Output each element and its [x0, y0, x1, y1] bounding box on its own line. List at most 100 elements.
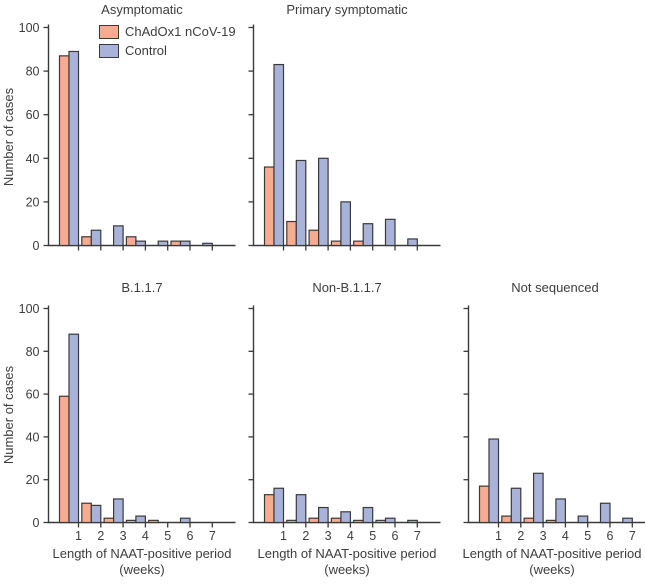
bar-b-1-1-7-week3-chadox1	[103, 517, 115, 524]
legend-swatch-chadox1	[99, 24, 119, 39]
bar-primary-symptomatic-week2-chadox1	[286, 220, 297, 247]
bar-non-b-1-1-7-week2-control	[295, 494, 307, 524]
y-tick-label: 0	[33, 239, 40, 253]
chart-title-not-sequenced: Not sequenced	[511, 280, 599, 295]
bar-b-1-1-7-week2-chadox1	[81, 502, 92, 524]
legend-label-chadox1: ChAdOx1 nCoV-19	[125, 24, 236, 39]
bar-primary-symptomatic-week5-chadox1	[353, 240, 364, 247]
x-tick-label: 5	[584, 529, 591, 543]
bar-not-sequenced-week1-control	[488, 438, 500, 524]
legend-swatch-control	[99, 43, 119, 58]
bar-non-b-1-1-7-week5-control	[362, 506, 374, 524]
x-axis-caption-line1: Length of NAAT-positive period	[52, 546, 232, 561]
x-tick-label: 6	[392, 529, 399, 543]
bar-primary-symptomatic-week5-control	[362, 223, 374, 247]
bar-asymptomatic-week4-chadox1	[125, 236, 137, 247]
bar-non-b-1-1-7-week4-chadox1	[330, 517, 342, 524]
bar-non-b-1-1-7-week2-chadox1	[286, 519, 297, 524]
bar-non-b-1-1-7-week7-control	[407, 519, 418, 524]
bar-non-b-1-1-7-week5-chadox1	[353, 519, 364, 524]
bar-primary-symptomatic-week2-control	[295, 159, 307, 247]
x-axis-caption-non-b117: Length of NAAT-positive period (weeks)	[247, 546, 447, 578]
legend-entry-chadox1: ChAdOx1 nCoV-19	[99, 24, 236, 39]
bar-asymptomatic-week5-control	[157, 240, 169, 247]
x-tick-label: 2	[302, 529, 309, 543]
bar-not-sequenced-week4-chadox1	[545, 519, 557, 524]
legend-label-control: Control	[125, 43, 167, 58]
bar-primary-symptomatic-week1-control	[273, 63, 285, 247]
x-tick-label: 5	[369, 529, 376, 543]
bar-not-sequenced-week1-chadox1	[478, 485, 490, 524]
x-tick-label: 4	[347, 529, 354, 543]
x-tick-label: 3	[325, 529, 332, 543]
bar-asymptomatic-week3-control	[112, 225, 124, 247]
bar-non-b-1-1-7-week1-control	[273, 487, 285, 524]
chart-title-asymptomatic: Asymptomatic	[101, 2, 183, 17]
bar-not-sequenced-week3-chadox1	[523, 517, 535, 524]
bar-b-1-1-7-week1-chadox1	[58, 395, 70, 524]
x-tick-label: 6	[187, 529, 194, 543]
bar-asymptomatic-week7-control	[202, 242, 213, 247]
y-tick-label: 20	[26, 473, 40, 487]
x-tick-label: 7	[209, 529, 216, 543]
legend-entry-control: Control	[99, 43, 236, 58]
x-tick-label: 7	[414, 529, 421, 543]
bar-asymptomatic-week6-chadox1	[170, 240, 182, 247]
chart-title-non-b117: Non-B.1.1.7	[312, 280, 382, 295]
x-tick-label: 4	[562, 529, 569, 543]
bar-non-b-1-1-7-week3-chadox1	[308, 517, 320, 524]
bar-non-b-1-1-7-week3-control	[318, 506, 329, 524]
x-tick-label: 1	[495, 529, 502, 543]
bar-b-1-1-7-week1-control	[68, 333, 80, 524]
bar-not-sequenced-week6-control	[599, 502, 611, 524]
bar-b-1-1-7-week6-control	[179, 517, 191, 524]
bar-primary-symptomatic-week6-control	[384, 218, 396, 247]
x-tick-label: 3	[540, 529, 547, 543]
bar-primary-symptomatic-week3-chadox1	[308, 229, 320, 247]
x-axis-caption-line2: (weeks)	[324, 562, 370, 577]
y-tick-label: 100	[19, 21, 40, 35]
bar-primary-symptomatic-week1-chadox1	[263, 166, 275, 247]
x-tick-label: 2	[97, 529, 104, 543]
chart-title-primary-symptomatic: Primary symptomatic	[286, 2, 408, 17]
x-tick-label: 7	[629, 529, 636, 543]
legend: ChAdOx1 nCoV-19 Control	[99, 24, 236, 58]
bar-not-sequenced-week2-control	[510, 487, 522, 524]
x-axis-caption-not-sequenced: Length of NAAT-positive period (weeks)	[452, 546, 645, 578]
y-tick-label: 0	[33, 516, 40, 530]
bar-b-1-1-7-week4-chadox1	[125, 519, 137, 524]
y-tick-label: 40	[26, 430, 40, 444]
y-tick-label: 60	[26, 388, 40, 402]
x-tick-label: 1	[280, 529, 287, 543]
x-axis-caption-line1: Length of NAAT-positive period	[462, 546, 642, 561]
bar-asymptomatic-week2-chadox1	[81, 236, 92, 247]
bar-not-sequenced-week5-control	[577, 515, 589, 524]
x-axis-caption-line2: (weeks)	[529, 562, 575, 577]
bar-primary-symptomatic-week4-control	[340, 201, 351, 247]
bar-b-1-1-7-week2-control	[90, 504, 102, 524]
bar-not-sequenced-week3-control	[532, 472, 544, 524]
bar-asymptomatic-week6-control	[179, 240, 191, 247]
y-tick-label: 20	[26, 195, 40, 209]
y-tick-label: 100	[19, 302, 40, 316]
bar-not-sequenced-week2-chadox1	[501, 515, 512, 524]
bar-non-b-1-1-7-week4-control	[340, 511, 351, 524]
x-axis-caption-line1: Length of NAAT-positive period	[257, 546, 437, 561]
bar-non-b-1-1-7-week1-chadox1	[263, 494, 275, 524]
x-tick-label: 3	[120, 529, 127, 543]
y-tick-label: 80	[26, 65, 40, 79]
x-tick-label: 6	[607, 529, 614, 543]
y-tick-label: 40	[26, 152, 40, 166]
x-axis-caption-line2: (weeks)	[119, 562, 165, 577]
x-tick-label: 1	[75, 529, 82, 543]
bar-asymptomatic-week1-chadox1	[58, 55, 70, 247]
x-axis-caption-b117: Length of NAAT-positive period (weeks)	[42, 546, 242, 578]
bar-primary-symptomatic-week7-control	[407, 238, 418, 247]
bar-not-sequenced-week7-control	[622, 517, 633, 524]
bar-b-1-1-7-week5-chadox1	[148, 519, 159, 524]
bar-asymptomatic-week1-control	[68, 50, 80, 247]
bar-not-sequenced-week4-control	[555, 498, 567, 524]
bar-asymptomatic-week4-control	[135, 240, 146, 247]
